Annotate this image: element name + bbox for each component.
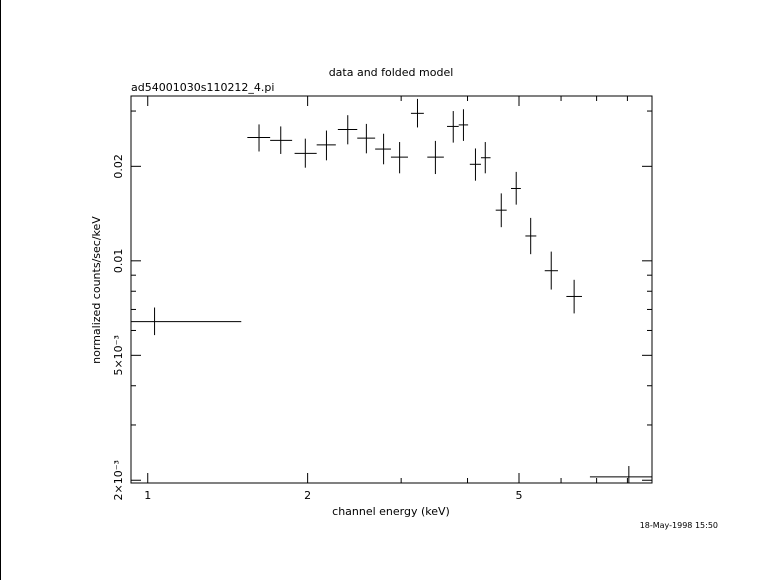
y-tick-label: 5×10⁻³ bbox=[112, 335, 125, 375]
data-point bbox=[447, 111, 459, 143]
data-point bbox=[544, 251, 558, 290]
data-point bbox=[357, 123, 376, 154]
x-axis-label: channel energy (keV) bbox=[332, 505, 450, 518]
timestamp: 18-May-1998 15:50 bbox=[640, 521, 718, 530]
data-point bbox=[458, 109, 469, 141]
x-tick-label: 5 bbox=[515, 489, 522, 502]
axis-ticks bbox=[131, 96, 652, 483]
data-points bbox=[131, 98, 652, 483]
x-tick-label: 2 bbox=[304, 489, 311, 502]
data-point bbox=[247, 124, 271, 152]
data-point bbox=[469, 148, 481, 181]
data-point bbox=[270, 126, 293, 154]
data-point bbox=[566, 279, 582, 314]
data-point bbox=[480, 142, 491, 174]
y-tick-label: 0.01 bbox=[112, 249, 125, 274]
data-point bbox=[294, 138, 317, 168]
y-tick-label: 2×10⁻³ bbox=[112, 460, 125, 500]
data-point bbox=[511, 171, 521, 205]
x-tick-label: 1 bbox=[144, 489, 151, 502]
data-point bbox=[589, 466, 652, 483]
y-tick-label: 0.02 bbox=[112, 154, 125, 179]
chart-title: data and folded model bbox=[329, 66, 454, 79]
data-point bbox=[390, 142, 408, 174]
data-point bbox=[427, 140, 444, 175]
data-point bbox=[410, 98, 424, 128]
data-point bbox=[525, 217, 537, 255]
data-point bbox=[337, 115, 358, 145]
data-point bbox=[495, 193, 507, 228]
y-axis-label: normalized counts/sec/keV bbox=[90, 216, 103, 364]
plot-frame bbox=[130, 95, 653, 484]
window-edge bbox=[0, 0, 1, 580]
data-point bbox=[316, 130, 336, 161]
chart-filename: ad54001030s110212_4.pi bbox=[131, 81, 274, 94]
axis-tick-labels: 1 2 5 2×10⁻³ 5×10⁻³ 0.01 0.02 bbox=[112, 154, 522, 502]
data-point bbox=[375, 133, 391, 165]
data-point bbox=[131, 307, 242, 336]
